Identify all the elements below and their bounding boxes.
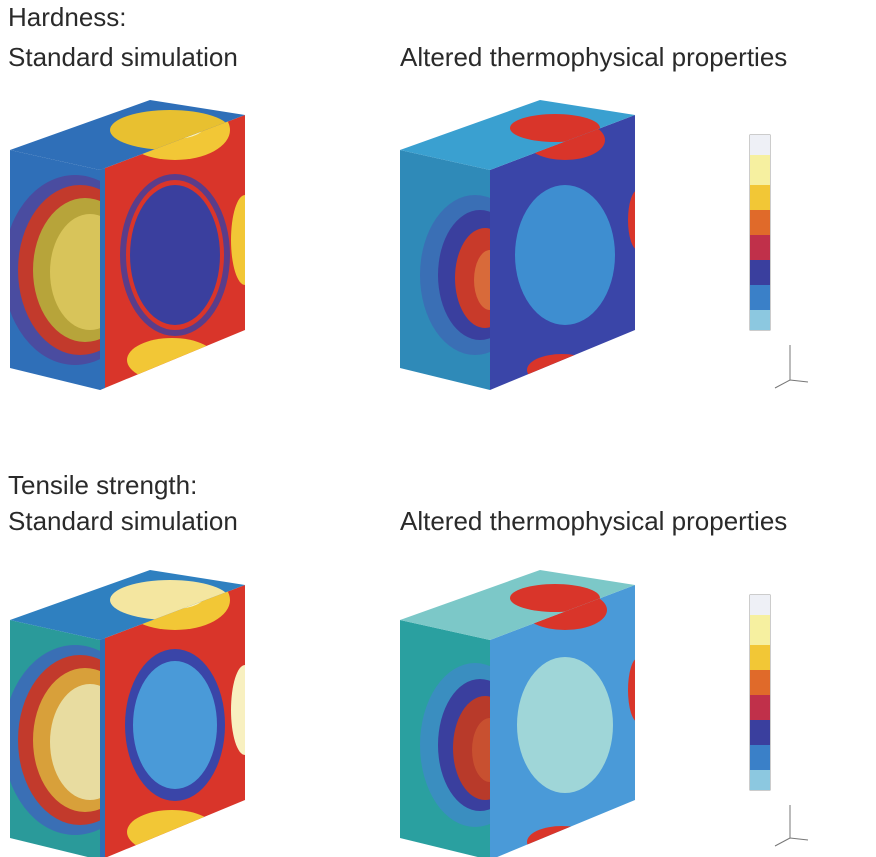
figure: Hardness: Standard simulation Altered th… xyxy=(0,0,876,857)
caption: Altered thermophysical properties xyxy=(400,42,787,72)
colorbar xyxy=(750,135,808,388)
cube-render xyxy=(0,90,260,400)
cube-render xyxy=(390,560,650,857)
heading: Hardness: xyxy=(8,2,127,32)
cube-render xyxy=(0,560,260,857)
colorbar xyxy=(750,595,808,846)
cube-render xyxy=(390,90,650,400)
caption: Altered thermophysical properties xyxy=(400,506,787,536)
caption: Standard simulation xyxy=(8,42,238,72)
heading: Tensile strength: xyxy=(8,470,197,500)
caption: Standard simulation xyxy=(8,506,238,536)
